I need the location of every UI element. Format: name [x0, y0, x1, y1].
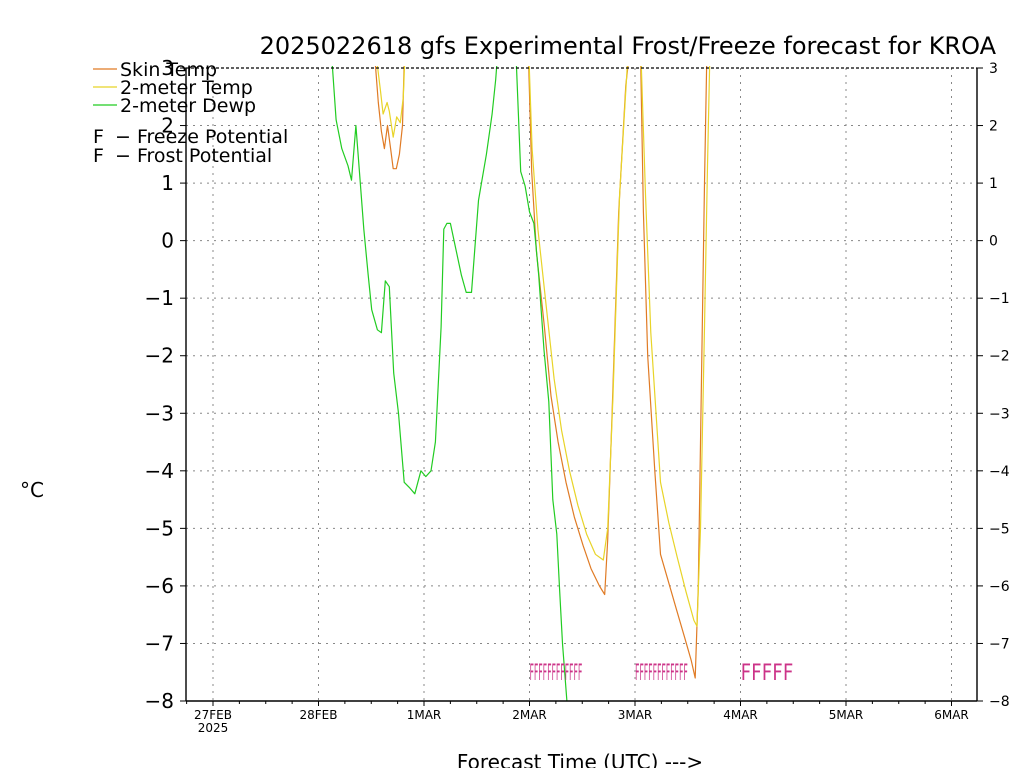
- x-tick-label: 5MAR: [829, 708, 864, 722]
- series-line-skin-temp: [640, 66, 708, 679]
- y-tick-label-right: −5: [989, 521, 1010, 537]
- y-tick-label: −1: [145, 286, 174, 310]
- series-line-2-meter-dewp: [515, 66, 568, 701]
- potential-markers: FFFFFFFFFFFF FFFFFFFFFFFF FFFFF: [530, 661, 794, 686]
- y-tick-label: −8: [145, 689, 174, 713]
- series-line-skin-temp: [528, 66, 629, 596]
- x-tick-label: 28FEB: [300, 708, 338, 722]
- legend-label: − Frost Potential: [115, 145, 272, 167]
- y-tick-label: 2: [161, 114, 174, 138]
- y-axis-label: °C: [20, 478, 44, 502]
- y-tick-label: 1: [161, 171, 174, 195]
- series-line-2-meter-dewp: [331, 66, 498, 495]
- y-tick-label-right: 3: [989, 61, 998, 77]
- x-tick-label: 4MAR: [723, 708, 758, 722]
- x-tick-label: 6MAR: [934, 708, 969, 722]
- y-tick-label: −3: [145, 401, 174, 425]
- y-tick-label-right: −7: [989, 636, 1010, 652]
- y-tick-label: −4: [145, 459, 174, 483]
- y-tick-label-right: −3: [989, 406, 1010, 422]
- y-tick-label-right: −4: [989, 464, 1010, 480]
- freeze-potential-markers: FFFFFFFFFFFF: [530, 661, 583, 686]
- x-tick-label: 27FEB: [194, 708, 232, 722]
- y-tick-label-right: 1: [989, 176, 998, 192]
- series-line-2-meter-temp: [376, 66, 406, 138]
- freeze-potential-markers: FFFFF: [741, 661, 794, 686]
- grid-lines: [186, 68, 977, 701]
- legend-symbol: F: [93, 145, 104, 167]
- legend-label: 2-meter Temp: [120, 77, 253, 99]
- y-tick-label: 3: [161, 56, 174, 80]
- y-tick-label-right: 2: [989, 119, 998, 135]
- y-tick-label: −6: [145, 574, 174, 598]
- x-tick-label: 2MAR: [512, 708, 547, 722]
- legend-label: − Freeze Potential: [115, 126, 288, 148]
- y-tick-label-right: 0: [989, 234, 998, 250]
- y-tick-label-right: −1: [989, 291, 1010, 307]
- y-tick-label-right: −6: [989, 579, 1010, 595]
- y-tick-label-right: −2: [989, 349, 1010, 365]
- x-tick-label: 1MAR: [407, 708, 442, 722]
- x-axis-label: Forecast Time (UTC) --->: [457, 750, 703, 768]
- y-tick-label-right: −8: [989, 694, 1010, 710]
- x-tick-sublabel: 2025: [198, 721, 229, 735]
- y-tick-label: −7: [145, 631, 174, 655]
- legend-label: Skin Temp: [120, 59, 217, 81]
- y-tick-label: −5: [145, 516, 174, 540]
- freeze-potential-markers: FFFFFFFFFFFF: [635, 661, 688, 686]
- axes: 3 3 2 2 1 1 0 0 −1 −1 −2 −2 −3 −3 −4 −4 −5 −5 −6 −6 −7 −7 −8 −8…: [145, 56, 1010, 735]
- series-lines: [331, 66, 711, 701]
- series-line-skin-temp: [374, 66, 405, 170]
- series-line-2-meter-temp: [640, 66, 711, 627]
- y-tick-label: 0: [161, 229, 174, 253]
- legend-symbol: F: [93, 126, 104, 148]
- chart-title: 2025022618 gfs Experimental Frost/Freeze…: [260, 32, 997, 60]
- y-tick-label: −2: [145, 344, 174, 368]
- x-tick-label: 3MAR: [618, 708, 653, 722]
- legend-label: 2-meter Dewp: [120, 95, 256, 117]
- series-line-2-meter-temp: [528, 66, 628, 561]
